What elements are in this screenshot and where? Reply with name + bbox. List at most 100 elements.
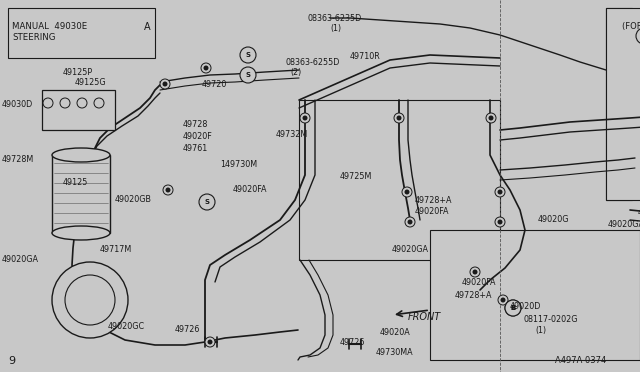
Circle shape	[495, 187, 505, 197]
Text: 49020D: 49020D	[510, 302, 541, 311]
Bar	[606, 8, 640, 200]
Text: 9: 9	[8, 356, 15, 366]
Bar	[8, 8, 155, 58]
Text: 49020GA: 49020GA	[2, 255, 39, 264]
Text: B: B	[510, 305, 516, 311]
Circle shape	[486, 113, 496, 123]
Text: 49125P: 49125P	[63, 68, 93, 77]
Text: 49020GA: 49020GA	[392, 245, 429, 254]
Text: 49020GB: 49020GB	[115, 195, 152, 204]
Text: (2): (2)	[290, 68, 301, 77]
Circle shape	[204, 65, 209, 71]
Circle shape	[508, 303, 518, 313]
Text: 49730MA: 49730MA	[376, 348, 413, 357]
Text: MANUAL  49030E: MANUAL 49030E	[12, 22, 87, 31]
Circle shape	[300, 113, 310, 123]
Text: 49125: 49125	[63, 178, 88, 187]
Circle shape	[163, 185, 173, 195]
Text: 49020A: 49020A	[380, 328, 411, 337]
Text: 08117-0202G: 08117-0202G	[523, 315, 577, 324]
Text: 49717M: 49717M	[100, 245, 132, 254]
Circle shape	[246, 73, 252, 77]
Text: 49726: 49726	[340, 338, 365, 347]
Circle shape	[505, 300, 521, 316]
Circle shape	[163, 81, 168, 87]
Text: 49726: 49726	[175, 325, 200, 334]
Circle shape	[202, 197, 212, 207]
Circle shape	[497, 219, 502, 224]
Text: 49725M: 49725M	[340, 172, 372, 181]
Bar	[52, 155, 110, 233]
Text: A: A	[144, 22, 150, 32]
Text: 49720: 49720	[638, 208, 640, 217]
Text: STEERING: STEERING	[12, 33, 56, 42]
Circle shape	[639, 31, 640, 41]
Circle shape	[166, 187, 170, 192]
Circle shape	[497, 189, 502, 195]
Text: 49020FA: 49020FA	[415, 207, 449, 216]
Circle shape	[488, 115, 493, 121]
Circle shape	[303, 115, 307, 121]
Text: FRONT: FRONT	[408, 312, 441, 322]
Circle shape	[201, 63, 211, 73]
Circle shape	[65, 275, 115, 325]
Circle shape	[60, 98, 70, 108]
Text: (FOR ABS): (FOR ABS)	[622, 22, 640, 31]
Text: (1): (1)	[535, 326, 546, 335]
Circle shape	[394, 113, 404, 123]
Circle shape	[240, 67, 256, 83]
Circle shape	[199, 194, 215, 210]
Circle shape	[244, 70, 254, 80]
Text: 49020FA: 49020FA	[462, 278, 497, 287]
Circle shape	[94, 98, 104, 108]
Circle shape	[495, 217, 505, 227]
Text: 49020G: 49020G	[538, 215, 570, 224]
Text: B: B	[510, 305, 516, 311]
Circle shape	[470, 267, 480, 277]
Text: 49125G: 49125G	[75, 78, 107, 87]
Circle shape	[402, 187, 412, 197]
Text: 149730M: 149730M	[220, 160, 257, 169]
Text: 49710R: 49710R	[350, 52, 381, 61]
Circle shape	[397, 115, 401, 121]
Text: S: S	[205, 199, 209, 205]
Ellipse shape	[52, 226, 110, 240]
Circle shape	[77, 98, 87, 108]
Text: 49020F: 49020F	[183, 132, 212, 141]
Circle shape	[500, 298, 506, 302]
Circle shape	[404, 189, 410, 195]
Text: 49030D: 49030D	[2, 100, 33, 109]
Circle shape	[52, 262, 128, 338]
Text: (1): (1)	[330, 24, 341, 33]
Circle shape	[246, 52, 252, 58]
Circle shape	[636, 28, 640, 44]
Circle shape	[511, 305, 515, 311]
Bar	[42, 90, 115, 130]
Ellipse shape	[52, 148, 110, 162]
Circle shape	[405, 217, 415, 227]
Circle shape	[472, 269, 477, 275]
Circle shape	[244, 50, 254, 60]
Text: 49020GC: 49020GC	[108, 322, 145, 331]
Circle shape	[408, 219, 413, 224]
Text: S: S	[246, 52, 250, 58]
Text: 49761: 49761	[183, 144, 208, 153]
Text: 49728+A: 49728+A	[415, 196, 452, 205]
Text: 49728M: 49728M	[2, 155, 35, 164]
Circle shape	[205, 337, 215, 347]
Text: 49728: 49728	[183, 120, 209, 129]
Bar	[430, 230, 640, 360]
Circle shape	[207, 340, 212, 344]
Bar	[606, 8, 632, 200]
Text: 49020FA: 49020FA	[233, 185, 268, 194]
Text: 49732M: 49732M	[276, 130, 308, 139]
Text: 08363-6255D: 08363-6255D	[285, 58, 339, 67]
Circle shape	[498, 295, 508, 305]
Text: A497A 0374: A497A 0374	[555, 356, 606, 365]
Text: S: S	[246, 72, 250, 78]
Text: 49728+A: 49728+A	[455, 291, 493, 300]
Circle shape	[240, 47, 256, 63]
Text: 49720: 49720	[202, 80, 227, 89]
Circle shape	[205, 199, 209, 205]
Circle shape	[43, 98, 53, 108]
